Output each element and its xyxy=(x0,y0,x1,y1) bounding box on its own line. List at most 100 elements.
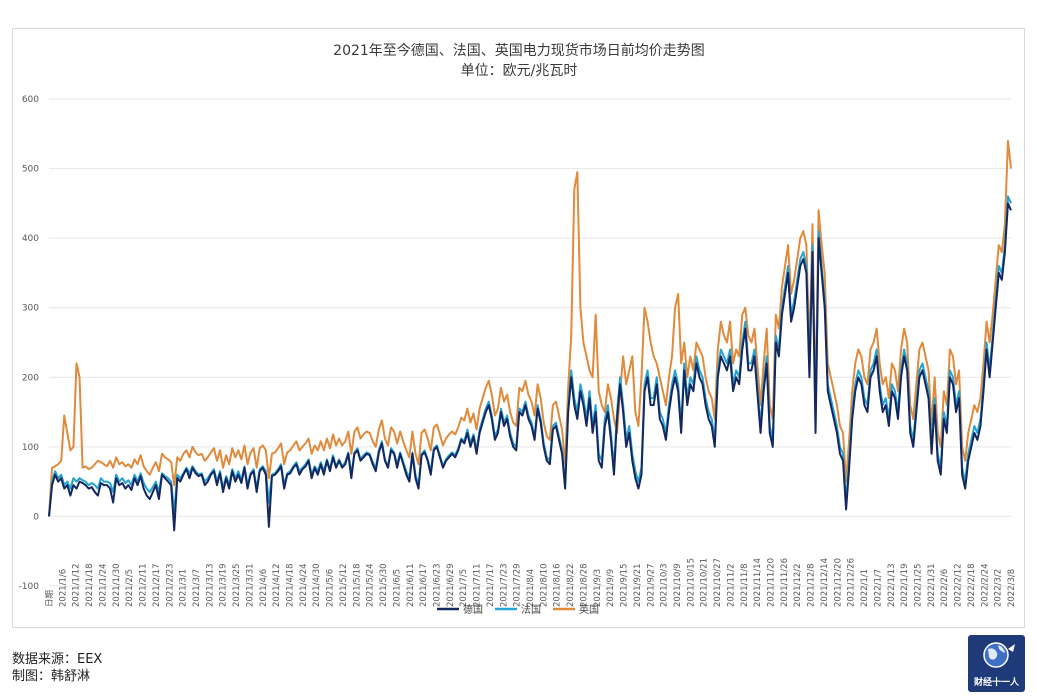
y-axis-tick-labels: -100 0 100 200 300 400 500 600 xyxy=(19,95,40,592)
x-tick-label: 2021/3/13 xyxy=(205,563,215,607)
x-tick-label: 2021/2/17 xyxy=(152,563,162,607)
x-tick-label: 2022/2/12 xyxy=(954,563,964,607)
x-tick-label: 2022/1/7 xyxy=(873,569,883,607)
x-tick-label: 2021/5/30 xyxy=(379,563,389,607)
x-tick-label: 2021/12/26 xyxy=(847,558,857,607)
x-tick-label: 2021/8/16 xyxy=(553,563,563,607)
x-tick-label: 2021/8/4 xyxy=(526,569,536,607)
x-tick-label: 2021/10/27 xyxy=(713,558,723,607)
x-tick-label: 2021/1/12 xyxy=(72,563,82,607)
x-tick-label: 2021/12/14 xyxy=(820,558,830,607)
x-tick-label: 2022/2/18 xyxy=(967,563,977,607)
x-tick-label: 2021/4/12 xyxy=(272,563,282,607)
x-tick-label: 2021/4/30 xyxy=(312,563,322,607)
globe-icon xyxy=(983,642,1015,668)
x-tick-label: 2021/10/9 xyxy=(673,563,683,607)
grid-layer xyxy=(49,98,1011,587)
x-tick-label: 2021/11/14 xyxy=(753,558,763,607)
y-tick-label: 500 xyxy=(22,165,39,175)
x-tick-label: 2022/2/24 xyxy=(980,563,990,607)
x-tick-label: 2022/1/25 xyxy=(914,563,924,607)
x-tick-label: 2021/5/18 xyxy=(352,563,362,607)
y-tick-label: -100 xyxy=(19,582,40,592)
x-axis-tick-labels: 日期 2021/1/6 2021/1/12 2021/1/18 2021/1/24 202… xyxy=(45,558,1017,607)
x-tick-label: 2021/12/2 xyxy=(793,563,803,607)
legend-label-2: 法国 xyxy=(521,603,541,616)
x-tick-label: 2021/5/6 xyxy=(326,569,336,607)
x-tick-label: 2021/8/22 xyxy=(566,563,576,607)
x-tick-label: 2021/9/3 xyxy=(593,569,603,607)
x-tick-label: 2021/11/2 xyxy=(726,563,736,607)
y-tick-label: 600 xyxy=(22,95,39,105)
x-tick-label: 2021/10/21 xyxy=(700,558,710,607)
x-tick-label: 2021/3/25 xyxy=(232,563,242,607)
x-tick-label: 2021/1/24 xyxy=(98,563,108,607)
x-tick-label: 2021/6/5 xyxy=(392,569,402,607)
x-tick-label: 2021/9/9 xyxy=(606,569,616,607)
x-tick-label: 2022/1/1 xyxy=(860,569,870,607)
y-tick-label: 0 xyxy=(33,512,39,522)
x-tick-label: 2021/2/23 xyxy=(165,563,175,607)
x-tick-label: 2021/8/28 xyxy=(579,563,589,607)
y-tick-label: 300 xyxy=(22,304,39,314)
x-tick-label: 2021/8/10 xyxy=(539,563,549,607)
x-tick-label: 2022/3/2 xyxy=(994,569,1004,607)
x-tick-label: 2021/1/30 xyxy=(112,563,122,607)
x-tick-label: 2021/3/19 xyxy=(219,563,229,607)
chart-frame: 2021年至今德国、法国、英国电力现货市场日前均价走势图 单位：欧元/兆瓦时 -… xyxy=(12,28,1025,628)
x-tick-label: 2021/4/24 xyxy=(299,563,309,607)
logo-text: 财经十一人 xyxy=(973,678,1019,688)
x-tick-label: 2021/3/31 xyxy=(245,563,255,607)
x-tick-label: 2021/6/11 xyxy=(406,563,416,607)
y-tick-label: 200 xyxy=(22,373,39,383)
y-tick-label: 100 xyxy=(22,443,39,453)
x-tick-label: 2022/1/13 xyxy=(887,563,897,607)
x-tick-label: 2021/3/1 xyxy=(179,569,189,607)
x-tick-label: 2021/6/17 xyxy=(419,563,429,607)
x-tick-label: 2021/9/15 xyxy=(620,563,630,607)
x-tick-label: 2021/4/18 xyxy=(286,563,296,607)
x-tick-label: 2021/9/21 xyxy=(633,563,643,607)
x-tick-label: 2021/3/7 xyxy=(192,569,202,607)
footer-author: 制图：韩舒淋 xyxy=(12,669,91,684)
publisher-logo: 财经十一人 xyxy=(968,635,1025,692)
x-tick-label: 2021/7/17 xyxy=(486,563,496,607)
x-tick-label: 2021/1/6 xyxy=(58,569,68,607)
x-tick-label: 2021/2/5 xyxy=(125,569,135,607)
x-tick-label: 2021/7/23 xyxy=(499,563,509,607)
x-tick-label: 2021/7/11 xyxy=(473,563,483,607)
x-tick-label: 2022/1/19 xyxy=(900,563,910,607)
x-tick-label: 2021/10/15 xyxy=(686,558,696,607)
x-tick-label: 2021/10/3 xyxy=(660,563,670,607)
x-tick-label: 2021/7/5 xyxy=(459,569,469,607)
x-tick-label: 2021/6/23 xyxy=(433,563,443,607)
x-tick-label: 2022/2/6 xyxy=(940,569,950,607)
legend-label-3: 英国 xyxy=(579,603,599,616)
footer-source: 数据来源：EEX xyxy=(12,652,103,667)
x-tick-label: 2022/1/31 xyxy=(927,563,937,607)
x-tick-label: 2021/9/27 xyxy=(646,563,656,607)
x-tick-label: 2021/1/18 xyxy=(85,563,95,607)
chart-svg: 2021年至今德国、法国、英国电力现货市场日前均价走势图 单位：欧元/兆瓦时 -… xyxy=(19,42,1017,616)
x-tick-label: 2021/11/20 xyxy=(767,558,777,607)
x-tick-label: 2021/6/29 xyxy=(446,563,456,607)
series-layer xyxy=(48,139,1012,532)
x-tick-label: 2021/11/8 xyxy=(740,563,750,607)
x-tick-label: 2021/12/20 xyxy=(833,558,843,607)
x-tick-label: 2021/7/29 xyxy=(513,563,523,607)
x-tick-label: 2021/5/24 xyxy=(366,563,376,607)
y-tick-label: 400 xyxy=(22,234,39,244)
x-tick-label: 日期 xyxy=(45,590,55,607)
x-tick-label: 2021/5/12 xyxy=(339,563,349,607)
chart-title: 2021年至今德国、法国、英国电力现货市场日前均价走势图 xyxy=(333,42,705,59)
x-tick-label: 2021/2/11 xyxy=(139,563,149,607)
x-tick-label: 2022/3/8 xyxy=(1007,569,1017,607)
chart-subtitle: 单位：欧元/兆瓦时 xyxy=(461,63,578,79)
x-tick-label: 2021/12/8 xyxy=(807,563,817,607)
series-line-1 xyxy=(48,202,1012,532)
legend: 德国 法国 英国 xyxy=(437,603,599,616)
series-line-3 xyxy=(48,139,1012,517)
x-tick-label: 2021/11/26 xyxy=(780,558,790,607)
legend-label-1: 德国 xyxy=(463,603,483,616)
x-tick-label: 2021/4/6 xyxy=(259,569,269,607)
